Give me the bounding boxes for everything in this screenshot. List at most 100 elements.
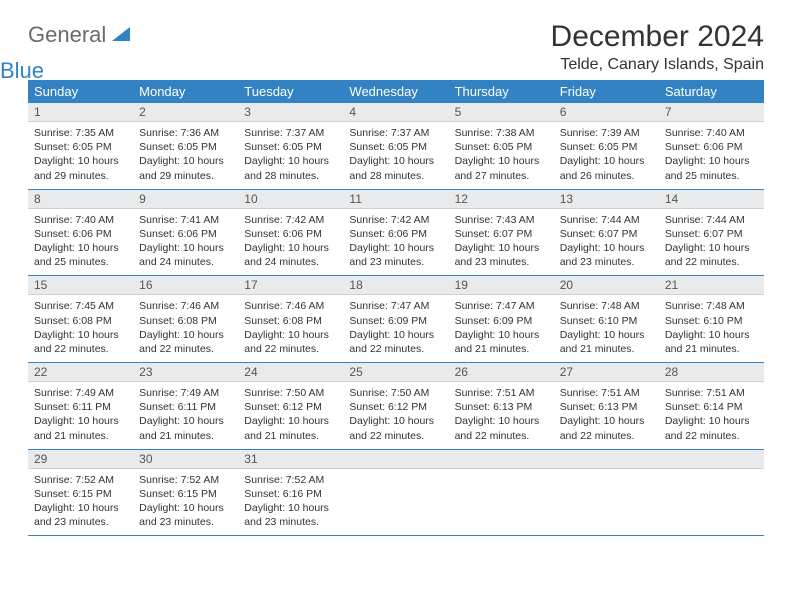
sunrise-line: Sunrise: 7:44 AM (560, 213, 653, 227)
calendar-cell: 16Sunrise: 7:46 AMSunset: 6:08 PMDayligh… (133, 276, 238, 363)
day-number: 16 (133, 276, 238, 295)
day-body: Sunrise: 7:43 AMSunset: 6:07 PMDaylight:… (449, 209, 554, 276)
weekday-header: Thursday (449, 80, 554, 103)
calendar-cell: 12Sunrise: 7:43 AMSunset: 6:07 PMDayligh… (449, 189, 554, 276)
day-body: Sunrise: 7:41 AMSunset: 6:06 PMDaylight:… (133, 209, 238, 276)
daylight-line: Daylight: 10 hours and 24 minutes. (244, 241, 337, 269)
sunset-line: Sunset: 6:05 PM (244, 140, 337, 154)
calendar-cell: 11Sunrise: 7:42 AMSunset: 6:06 PMDayligh… (343, 189, 448, 276)
sunrise-line: Sunrise: 7:40 AM (34, 213, 127, 227)
day-body: Sunrise: 7:36 AMSunset: 6:05 PMDaylight:… (133, 122, 238, 189)
day-number: 4 (343, 103, 448, 122)
daylight-line: Daylight: 10 hours and 28 minutes. (244, 154, 337, 182)
sunrise-line: Sunrise: 7:37 AM (349, 126, 442, 140)
calendar-row: 15Sunrise: 7:45 AMSunset: 6:08 PMDayligh… (28, 276, 764, 363)
day-body: Sunrise: 7:51 AMSunset: 6:13 PMDaylight:… (554, 382, 659, 449)
weekday-header: Saturday (659, 80, 764, 103)
calendar-cell: 6Sunrise: 7:39 AMSunset: 6:05 PMDaylight… (554, 103, 659, 189)
day-number: 1 (28, 103, 133, 122)
sunset-line: Sunset: 6:12 PM (349, 400, 442, 414)
calendar-cell: 31Sunrise: 7:52 AMSunset: 6:16 PMDayligh… (238, 449, 343, 536)
calendar-cell: 17Sunrise: 7:46 AMSunset: 6:08 PMDayligh… (238, 276, 343, 363)
daylight-line: Daylight: 10 hours and 29 minutes. (139, 154, 232, 182)
day-body: Sunrise: 7:37 AMSunset: 6:05 PMDaylight:… (343, 122, 448, 189)
calendar-cell: 30Sunrise: 7:52 AMSunset: 6:15 PMDayligh… (133, 449, 238, 536)
sunrise-line: Sunrise: 7:52 AM (244, 473, 337, 487)
sunset-line: Sunset: 6:10 PM (560, 314, 653, 328)
sunrise-line: Sunrise: 7:52 AM (34, 473, 127, 487)
sunrise-line: Sunrise: 7:40 AM (665, 126, 758, 140)
day-number-empty (554, 450, 659, 469)
day-number-empty (343, 450, 448, 469)
sunrise-line: Sunrise: 7:42 AM (349, 213, 442, 227)
sunset-line: Sunset: 6:05 PM (34, 140, 127, 154)
sunset-line: Sunset: 6:06 PM (244, 227, 337, 241)
calendar-cell (343, 449, 448, 536)
day-number: 24 (238, 363, 343, 382)
calendar-cell: 28Sunrise: 7:51 AMSunset: 6:14 PMDayligh… (659, 363, 764, 450)
day-body: Sunrise: 7:49 AMSunset: 6:11 PMDaylight:… (133, 382, 238, 449)
month-title: December 2024 (551, 20, 764, 54)
daylight-line: Daylight: 10 hours and 23 minutes. (349, 241, 442, 269)
sunset-line: Sunset: 6:06 PM (349, 227, 442, 241)
brand-logo: General Blue (28, 20, 130, 68)
calendar-cell: 8Sunrise: 7:40 AMSunset: 6:06 PMDaylight… (28, 189, 133, 276)
sunrise-line: Sunrise: 7:38 AM (455, 126, 548, 140)
sunset-line: Sunset: 6:07 PM (560, 227, 653, 241)
day-body: Sunrise: 7:52 AMSunset: 6:15 PMDaylight:… (28, 469, 133, 536)
day-number: 13 (554, 190, 659, 209)
day-body: Sunrise: 7:48 AMSunset: 6:10 PMDaylight:… (659, 295, 764, 362)
sunset-line: Sunset: 6:16 PM (244, 487, 337, 501)
day-body: Sunrise: 7:49 AMSunset: 6:11 PMDaylight:… (28, 382, 133, 449)
daylight-line: Daylight: 10 hours and 23 minutes. (244, 501, 337, 529)
calendar-body: 1Sunrise: 7:35 AMSunset: 6:05 PMDaylight… (28, 103, 764, 536)
calendar-cell: 5Sunrise: 7:38 AMSunset: 6:05 PMDaylight… (449, 103, 554, 189)
calendar-table: Sunday Monday Tuesday Wednesday Thursday… (28, 80, 764, 536)
daylight-line: Daylight: 10 hours and 22 minutes. (455, 414, 548, 442)
sunrise-line: Sunrise: 7:51 AM (560, 386, 653, 400)
day-body: Sunrise: 7:51 AMSunset: 6:13 PMDaylight:… (449, 382, 554, 449)
calendar-cell: 27Sunrise: 7:51 AMSunset: 6:13 PMDayligh… (554, 363, 659, 450)
daylight-line: Daylight: 10 hours and 21 minutes. (455, 328, 548, 356)
sunset-line: Sunset: 6:09 PM (455, 314, 548, 328)
daylight-line: Daylight: 10 hours and 22 minutes. (139, 328, 232, 356)
calendar-cell (659, 449, 764, 536)
day-number: 25 (343, 363, 448, 382)
sunset-line: Sunset: 6:05 PM (455, 140, 548, 154)
calendar-cell: 14Sunrise: 7:44 AMSunset: 6:07 PMDayligh… (659, 189, 764, 276)
sunset-line: Sunset: 6:07 PM (455, 227, 548, 241)
sunrise-line: Sunrise: 7:49 AM (139, 386, 232, 400)
day-body: Sunrise: 7:42 AMSunset: 6:06 PMDaylight:… (343, 209, 448, 276)
day-number: 5 (449, 103, 554, 122)
calendar-cell: 20Sunrise: 7:48 AMSunset: 6:10 PMDayligh… (554, 276, 659, 363)
day-number: 22 (28, 363, 133, 382)
sunrise-line: Sunrise: 7:51 AM (455, 386, 548, 400)
day-number: 11 (343, 190, 448, 209)
day-number: 14 (659, 190, 764, 209)
day-body: Sunrise: 7:47 AMSunset: 6:09 PMDaylight:… (449, 295, 554, 362)
day-body: Sunrise: 7:39 AMSunset: 6:05 PMDaylight:… (554, 122, 659, 189)
sunset-line: Sunset: 6:05 PM (560, 140, 653, 154)
calendar-row: 1Sunrise: 7:35 AMSunset: 6:05 PMDaylight… (28, 103, 764, 189)
day-number-empty (449, 450, 554, 469)
daylight-line: Daylight: 10 hours and 23 minutes. (139, 501, 232, 529)
sunrise-line: Sunrise: 7:51 AM (665, 386, 758, 400)
day-body: Sunrise: 7:44 AMSunset: 6:07 PMDaylight:… (554, 209, 659, 276)
day-body: Sunrise: 7:38 AMSunset: 6:05 PMDaylight:… (449, 122, 554, 189)
sunset-line: Sunset: 6:15 PM (34, 487, 127, 501)
sunrise-line: Sunrise: 7:50 AM (244, 386, 337, 400)
day-body: Sunrise: 7:46 AMSunset: 6:08 PMDaylight:… (238, 295, 343, 362)
day-body: Sunrise: 7:46 AMSunset: 6:08 PMDaylight:… (133, 295, 238, 362)
calendar-cell: 18Sunrise: 7:47 AMSunset: 6:09 PMDayligh… (343, 276, 448, 363)
sunrise-line: Sunrise: 7:46 AM (139, 299, 232, 313)
sunset-line: Sunset: 6:06 PM (34, 227, 127, 241)
day-number: 20 (554, 276, 659, 295)
logo-text-general: General (28, 24, 106, 46)
day-number: 15 (28, 276, 133, 295)
sunrise-line: Sunrise: 7:35 AM (34, 126, 127, 140)
calendar-cell: 13Sunrise: 7:44 AMSunset: 6:07 PMDayligh… (554, 189, 659, 276)
sunset-line: Sunset: 6:05 PM (349, 140, 442, 154)
sunrise-line: Sunrise: 7:37 AM (244, 126, 337, 140)
sunrise-line: Sunrise: 7:47 AM (349, 299, 442, 313)
day-number: 12 (449, 190, 554, 209)
